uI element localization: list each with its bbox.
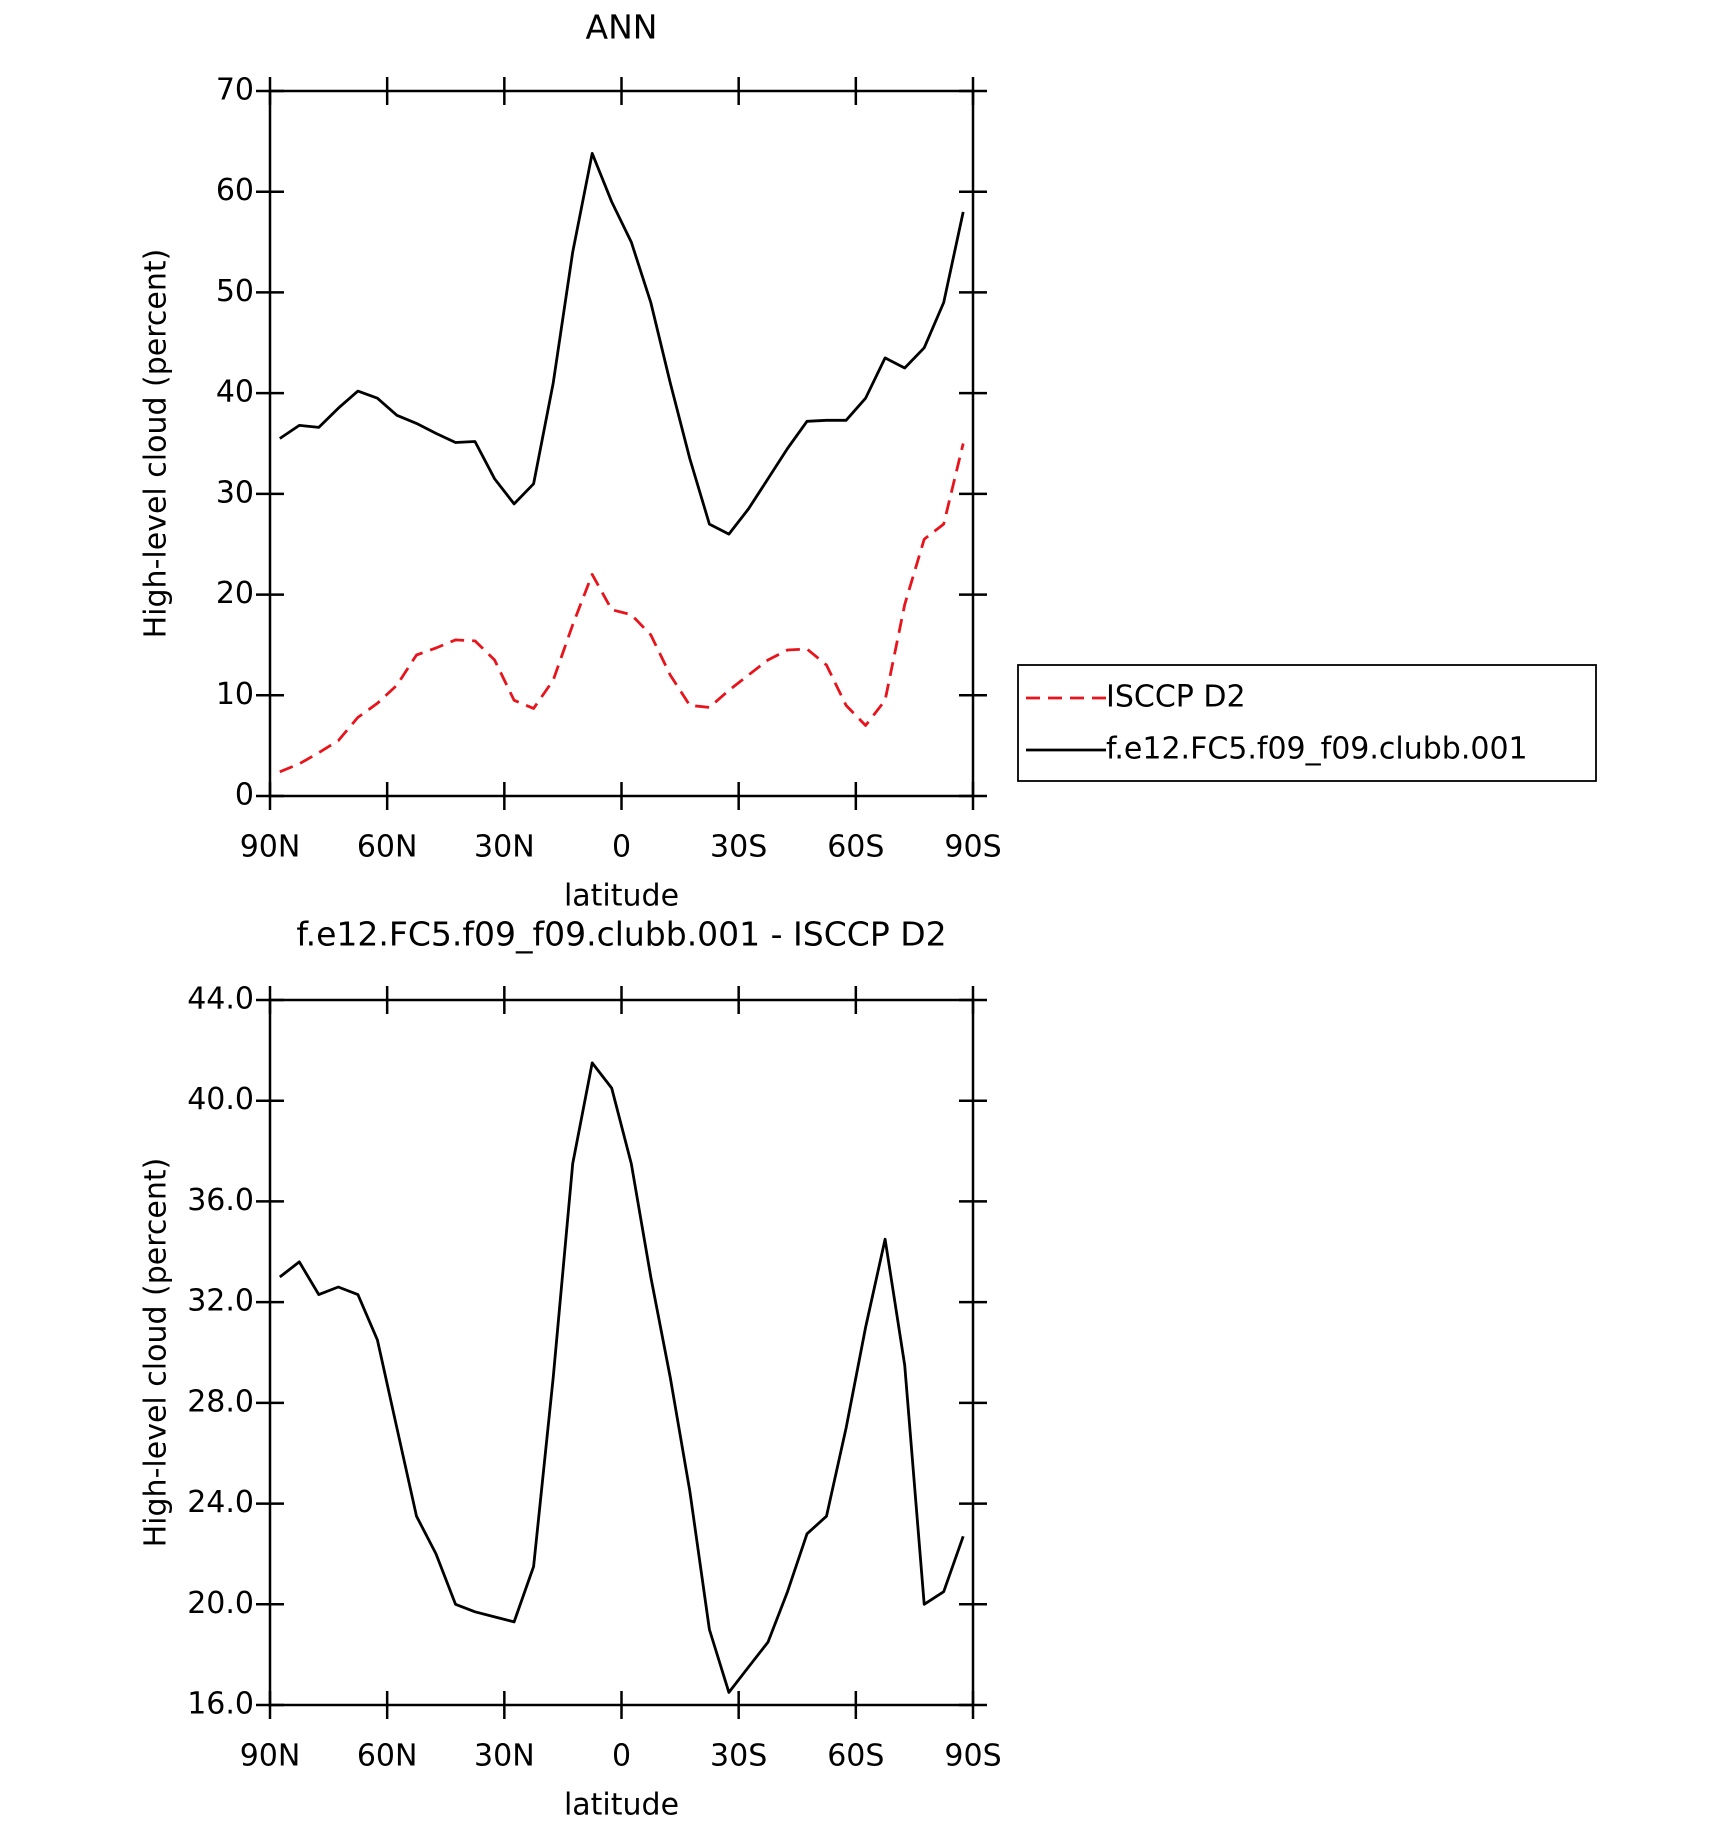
x-tick-label: 0 — [612, 1739, 631, 1774]
data-line — [279, 443, 965, 774]
x-tick-label: 60N — [357, 1739, 418, 1774]
y-tick-label: 36.0 — [187, 1183, 254, 1218]
plot-frame — [268, 998, 975, 1707]
x-tick-label: 30N — [474, 1739, 535, 1774]
y-tick-label: 0 — [235, 778, 254, 813]
y-axis-label: High-level cloud (percent) — [139, 1158, 174, 1548]
x-tick-label: 90N — [240, 830, 301, 865]
y-tick-label: 20 — [216, 576, 254, 611]
x-tick-label: 30N — [474, 830, 535, 865]
y-tick-label: 24.0 — [187, 1485, 254, 1520]
x-tick-label: 90N — [240, 1739, 301, 1774]
y-tick-label: 16.0 — [187, 1687, 254, 1722]
chart-title: f.e12.FC5.f09_f09.clubb.001 - ISCCP D2 — [296, 915, 946, 954]
data-line — [279, 152, 965, 536]
y-tick-label: 28.0 — [187, 1384, 254, 1419]
y-tick-label: 70 — [216, 73, 254, 108]
legend-box — [1017, 664, 1597, 782]
x-tick-label: 60N — [357, 830, 418, 865]
x-tick-label: 0 — [612, 830, 631, 865]
y-tick-label: 10 — [216, 677, 254, 712]
x-tick-label: 90S — [944, 830, 1001, 865]
x-axis-label: latitude — [564, 879, 679, 914]
y-tick-label: 44.0 — [187, 982, 254, 1017]
y-tick-label: 20.0 — [187, 1586, 254, 1621]
y-tick-label: 32.0 — [187, 1284, 254, 1319]
x-tick-label: 90S — [944, 1739, 1001, 1774]
x-tick-label: 60S — [827, 830, 884, 865]
legend-label: ISCCP D2 — [1106, 680, 1246, 715]
x-axis-label: latitude — [564, 1788, 679, 1823]
x-tick-label: 30S — [710, 830, 767, 865]
y-tick-label: 60 — [216, 173, 254, 208]
x-tick-label: 30S — [710, 1739, 767, 1774]
y-tick-label: 40.0 — [187, 1082, 254, 1117]
x-tick-label: 60S — [827, 1739, 884, 1774]
legend-label: f.e12.FC5.f09_f09.clubb.001 — [1106, 732, 1528, 767]
data-line — [278, 1061, 965, 1694]
y-tick-label: 30 — [216, 475, 254, 510]
y-axis-label: High-level cloud (percent) — [139, 249, 174, 639]
y-tick-label: 40 — [216, 375, 254, 410]
chart-title: ANN — [586, 8, 658, 47]
y-tick-label: 50 — [216, 274, 254, 309]
plot-frame — [268, 89, 975, 798]
